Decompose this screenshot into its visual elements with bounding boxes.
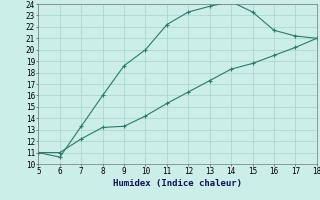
X-axis label: Humidex (Indice chaleur): Humidex (Indice chaleur) [113, 179, 242, 188]
